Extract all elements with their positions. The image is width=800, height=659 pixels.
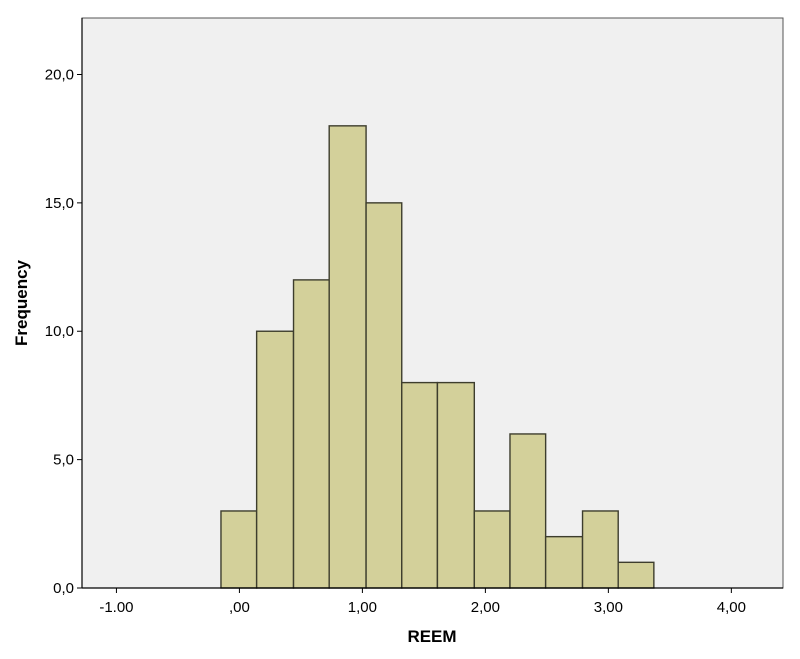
bars-layer <box>220 125 655 589</box>
x-tick-label-3: 2,00 <box>471 599 500 616</box>
histogram-bar-2 <box>292 279 330 589</box>
histogram-bar-9 <box>544 535 584 589</box>
x-tick-label-0: -1.00 <box>99 599 133 616</box>
x-tick-label-1: ,00 <box>229 599 250 616</box>
histogram-bar-11 <box>617 561 655 589</box>
histogram-bar-7 <box>473 510 511 589</box>
x-tick-label-5: 4,00 <box>717 599 746 616</box>
y-tick-label-0: 0,0 <box>53 580 74 597</box>
x-tick-label-2: 1,00 <box>348 599 377 616</box>
y-tick-label-1: 5,0 <box>53 452 74 469</box>
histogram-bar-3 <box>328 125 367 589</box>
histogram-bar-8 <box>509 433 547 589</box>
x-axis-title: REEM <box>407 627 456 646</box>
axes-layer: -1.00 ,00 1,00 2,00 3,00 4,00 0,0 5,0 10,0 15,0 20… <box>45 18 783 616</box>
histogram-bar-4 <box>365 202 403 589</box>
y-tick-label-3: 15,0 <box>45 195 74 212</box>
histogram-bar-5 <box>401 381 439 589</box>
histogram-bar-0 <box>220 510 258 589</box>
histogram-bar-6 <box>436 381 476 589</box>
y-tick-label-4: 20,0 <box>45 66 74 83</box>
y-tick-label-2: 10,0 <box>45 323 74 340</box>
y-axis-title: Frequency <box>12 259 31 346</box>
histogram-bar-10 <box>581 510 619 589</box>
histogram-bar-1 <box>255 330 295 589</box>
x-tick-label-4: 3,00 <box>594 599 623 616</box>
